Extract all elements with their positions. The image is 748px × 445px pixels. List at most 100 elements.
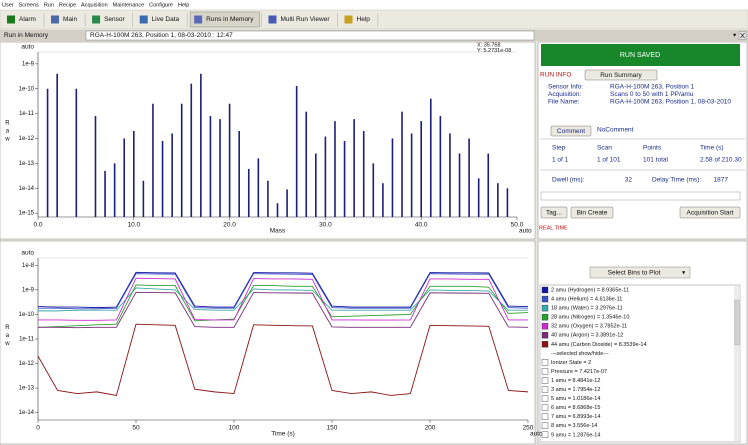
bin-item[interactable]: 9 amu = 1.2876e-14 [551,432,600,438]
checkbox[interactable] [542,423,548,429]
toolbar-label[interactable]: Multi Run Viewer [280,16,330,23]
toolbar-label[interactable]: Help [357,16,371,23]
checkbox[interactable] [542,332,548,338]
x-tick-label: 200 [425,425,436,432]
checkbox[interactable] [542,296,548,302]
legend-entry[interactable]: 28 amu (Nitrogen) = 1.3546e-10 [551,315,629,321]
field-label: Sensor Info: [548,84,583,91]
bar [440,116,442,217]
field-label: File Name: [548,99,580,106]
y-tick-label: 1e-8 [22,263,35,269]
bar [248,169,250,217]
x-scale-label: auto [519,228,532,235]
cursor-y: Y: 5.2731e-08 [477,48,511,54]
x-tick-label: 100 [229,425,240,432]
x-tick-label: 50 [132,425,140,432]
checkbox[interactable] [542,314,548,320]
bar [190,84,192,217]
trend-panel [0,241,535,444]
x-tick-label: 0 [36,425,40,432]
bar [229,104,231,217]
legend-entry[interactable]: 32 amu (Oxygen) = 3.7852e-11 [551,324,627,330]
y-axis-label: Raw [4,325,10,349]
checkbox[interactable] [542,287,548,293]
bar [507,188,509,217]
menu-item[interactable]: Recipe [59,2,76,8]
bar [238,131,240,217]
checkbox[interactable] [542,323,548,329]
dwell: 32 [625,177,633,184]
y-tick-label: 1e-15 [19,211,35,217]
bin-item[interactable]: 8 amu = 3.556e-14 [551,423,597,429]
legend-entry[interactable]: 2 amu (Hydrogen) = 8.9365e-11 [551,287,629,293]
x-tick-label: 0.0 [33,222,42,229]
toolbar-label[interactable]: Main [63,16,77,23]
header-title: Run in Memory [4,32,49,39]
bin-item[interactable]: 6 amu = 8.6868e-15 [551,405,600,411]
checkbox[interactable] [542,414,548,420]
menu-item[interactable]: Help [178,2,189,8]
table-cell: 1 of 1 [552,157,569,164]
y-tick-label: 1e-12 [19,361,35,367]
bin-select-label[interactable]: Select Bins to Plot [608,270,661,277]
checkbox[interactable] [542,341,548,347]
toolbar-label[interactable]: Sensor [104,16,125,23]
delay-label: Delay Time (ms): [652,177,701,184]
bar [162,141,164,217]
x-axis-label: Mass [270,228,286,235]
y-tick-label: 1e-9 [22,61,35,67]
y-tick-label: 1e-14 [19,186,35,192]
menu-item[interactable]: Acquisition [81,2,108,8]
legend-entry[interactable]: 40 amu (Argon) = 3.3891e-12 [551,333,623,339]
bar [152,104,154,217]
panel-button-label[interactable]: Acquisition Start [687,210,734,217]
bar [449,133,451,217]
checkbox[interactable] [542,387,548,393]
menu-item[interactable]: Run [44,2,54,8]
bar [210,116,212,217]
y-tick-label: 1e-14 [19,410,35,416]
panel-button-label[interactable]: Tag... [546,210,562,217]
bar [459,153,461,217]
toolbar-label[interactable]: Runs in Memory [206,16,254,23]
comment-button-label[interactable]: Comment [557,128,585,135]
bin-item[interactable]: Pressure = 7.4217e-07 [551,369,607,375]
checkbox[interactable] [542,305,548,311]
bar [123,139,125,217]
x-tick-label: 40.0 [415,222,428,229]
menu-item[interactable]: Screens [19,2,39,8]
checkbox[interactable] [542,359,548,365]
run-info: RUN INFO [540,72,571,79]
legend-entry[interactable]: 44 amu (Carbon Dioxide) = 8.3539e-14 [551,342,647,348]
bar [420,121,422,217]
y-tick-label: 1e-11 [19,337,35,343]
bin-item[interactable]: 5 amu = 1.0186e-14 [551,396,600,402]
scroll-thumb[interactable] [735,300,740,345]
checkbox[interactable] [542,405,548,411]
checkbox[interactable] [542,432,548,438]
panel-button-label[interactable]: Bin Create [577,210,608,217]
y-tick-label: 1e-9 [22,288,35,294]
bar [325,137,327,217]
run-name: RGA-H-100M 263, Position 1, 08-03-2010 :… [90,32,233,39]
real-time: REAL TIME [539,225,568,231]
menu-item[interactable]: Configure [149,2,173,8]
menu-item[interactable]: User [2,2,14,8]
bin-item[interactable]: Ionizer State = 2 [551,360,591,366]
bin-item[interactable]: 1 amu = 8.4841e-12 [551,378,600,384]
checkbox[interactable] [542,378,548,384]
bins-separator: ---selected show/hide--- [551,351,609,357]
bar [296,86,298,217]
menu-item[interactable]: Maintenance [113,2,145,8]
legend-entry[interactable]: 18 amu (Water) = 3.2976e-11 [551,306,623,312]
toolbar-label[interactable]: Live Data [152,16,180,23]
legend-entry[interactable]: 4 amu (Helium) = 4.6136e-11 [551,297,622,303]
bar [363,131,365,217]
checkbox[interactable] [542,396,548,402]
toolbar-label[interactable]: Alarm [19,16,36,23]
bin-item[interactable]: 3 amu = 1.7954e-12 [551,387,600,393]
bin-item[interactable]: 7 amu = 6.8993e-14 [551,414,600,420]
run-summary-label[interactable]: Run Summary [600,72,642,79]
checkbox[interactable] [542,368,548,374]
delay: 1877 [714,177,729,184]
